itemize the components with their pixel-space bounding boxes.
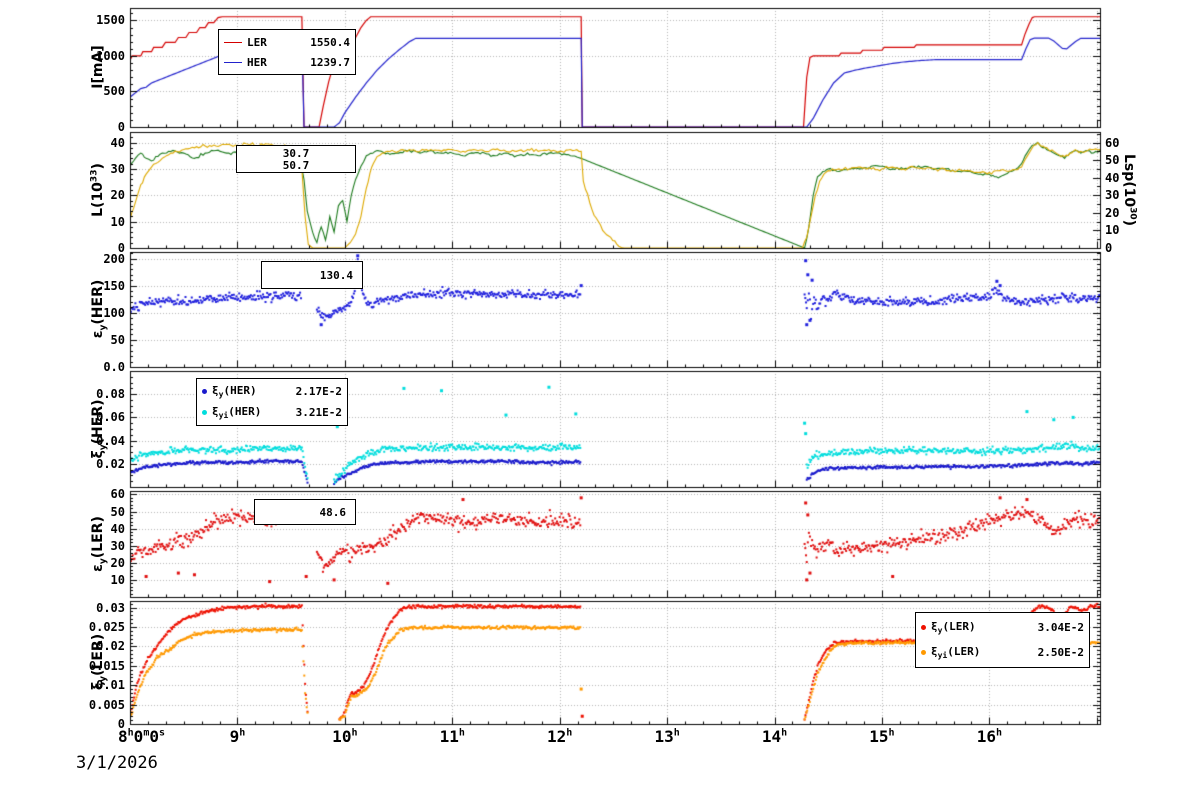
y-tick-label: 30	[110, 538, 125, 553]
legend-ey-her: 130.4	[261, 261, 363, 289]
y-tick-label: 0.0	[103, 360, 125, 374]
legend-value: 1550.4	[310, 35, 350, 49]
legend-luminosity: 30.7 50.7	[236, 145, 356, 173]
xiy-her-dot-icon	[202, 389, 207, 394]
legend-value: 50.7	[282, 158, 310, 172]
y-tick-label: 100	[103, 305, 125, 320]
y-tick-label-right: 0	[1105, 241, 1113, 255]
y-axis-label-luminosity: L(1033)	[89, 163, 106, 217]
legend-entry-her: HER 1239.7	[224, 56, 350, 69]
legend-entry: 48.6	[260, 506, 350, 519]
legend-value: 130.4	[319, 268, 353, 282]
y-tick-label: 20	[110, 555, 125, 570]
legend-label: LER	[247, 35, 267, 49]
x-tick-label: 8h0m0s	[118, 727, 166, 746]
legend-entry-xiyi-ler: ξyi(LER) 2.50E-2	[921, 645, 1084, 660]
legend-label: ξy(LER)	[931, 619, 976, 636]
y-tick-label: 0.02	[96, 639, 125, 654]
y-axis-label-xiy-ler: ξy(LER)	[89, 633, 109, 691]
legend-xiy-her: ξy(HER) 2.17E-2 ξyi(HER) 3.21E-2	[196, 378, 348, 426]
legend-value: 2.17E-2	[295, 385, 342, 398]
y-tick-label: 0.08	[96, 387, 125, 402]
y-axis-label-lsp: Lsp(1030)	[1121, 153, 1138, 227]
y-tick-label: 500	[103, 84, 125, 99]
legend-label: ξyi(HER)	[212, 404, 262, 421]
x-tick-label: 16h	[976, 727, 1002, 746]
y-tick-label: 30	[110, 161, 125, 176]
x-tick-label: 11h	[439, 727, 465, 746]
legend-value: 3.04E-2	[1037, 621, 1084, 634]
x-tick-label: 13h	[654, 727, 680, 746]
y-tick-label: 150	[103, 278, 125, 293]
y-tick-label-right: 10	[1105, 223, 1120, 238]
ler-line-swatch-icon	[224, 41, 242, 43]
y-tick-label: 0.02	[96, 456, 125, 471]
y-tick-label-right: 40	[1105, 170, 1120, 185]
y-tick-label: 200	[103, 251, 125, 266]
x-tick-label: 15h	[869, 727, 895, 746]
legend-entry-xiy-ler: ξy(LER) 3.04E-2	[921, 620, 1084, 635]
date-label: 3/1/2026	[76, 753, 158, 773]
legend-value: 3.21E-2	[295, 406, 342, 419]
y-tick-label-right: 50	[1105, 153, 1120, 168]
legend-value: 1239.7	[310, 55, 350, 69]
legend-current: LER 1550.4 HER 1239.7	[218, 29, 356, 75]
legend-label: ξyi(LER)	[931, 644, 981, 661]
y-tick-label: 0	[117, 120, 125, 134]
y-tick-label: 40	[110, 135, 125, 150]
legend-entry-l: 30.7	[242, 146, 350, 160]
y-tick-label: 1500	[96, 13, 125, 28]
y-axis-label-xiy-her: ξy(HER)	[89, 399, 109, 459]
y-tick-label: 20	[110, 188, 125, 203]
y-tick-label: 0.03	[96, 600, 125, 615]
y-tick-label: 10	[110, 214, 125, 229]
y-tick-label: 1000	[96, 48, 125, 63]
x-tick-label: 14h	[761, 727, 788, 746]
y-tick-label: 50	[110, 332, 125, 347]
x-tick-label: 9h	[229, 727, 246, 746]
y-tick-label: 0	[117, 717, 125, 731]
legend-entry: 130.4	[267, 269, 357, 282]
legend-xiy-ler: ξy(LER) 3.04E-2 ξyi(LER) 2.50E-2	[915, 612, 1090, 668]
x-tick-label: 10h	[332, 727, 358, 746]
y-tick-label: 0	[117, 241, 125, 255]
y-tick-label: 0.04	[96, 433, 125, 448]
y-tick-label-right: 20	[1105, 205, 1120, 220]
legend-label: HER	[247, 55, 267, 69]
legend-label: ξy(HER)	[212, 383, 257, 400]
y-tick-label: 40	[110, 521, 125, 536]
y-tick-label: 0.005	[88, 697, 125, 712]
y-tick-label: 60	[110, 487, 125, 502]
y-tick-label: 0.01	[96, 678, 125, 693]
y-axis-label-current: I[mA]	[89, 45, 106, 89]
her-line-swatch-icon	[224, 61, 242, 63]
xiy-ler-dot-icon	[921, 625, 926, 630]
legend-entry-xiy-her: ξy(HER) 2.17E-2	[202, 384, 342, 399]
legend-value: 2.50E-2	[1037, 646, 1084, 659]
xiyi-her-dot-icon	[202, 410, 207, 415]
legend-entry-ler: LER 1550.4	[224, 36, 350, 49]
xiyi-ler-dot-icon	[921, 650, 926, 655]
y-axis-label-ey-ler: εy(LER)	[89, 516, 109, 572]
legend-value: 30.7	[282, 146, 310, 160]
y-tick-label-right: 60	[1105, 135, 1120, 150]
legend-ey-ler: 48.6	[254, 499, 356, 525]
y-tick-label: 10	[110, 572, 125, 587]
x-tick-label: 12h	[547, 727, 573, 746]
y-tick-label-right: 30	[1105, 188, 1120, 203]
legend-entry-lsp: 50.7	[242, 158, 350, 172]
y-axis-label-ey-her: εy(HER)	[89, 279, 109, 339]
y-tick-label: 50	[110, 504, 125, 519]
y-tick-label: 0.025	[88, 619, 125, 634]
legend-entry-xiyi-her: ξyi(HER) 3.21E-2	[202, 405, 342, 420]
y-tick-label: 0.06	[96, 410, 125, 425]
y-tick-label: 0.015	[88, 658, 125, 673]
legend-value: 48.6	[319, 505, 347, 519]
